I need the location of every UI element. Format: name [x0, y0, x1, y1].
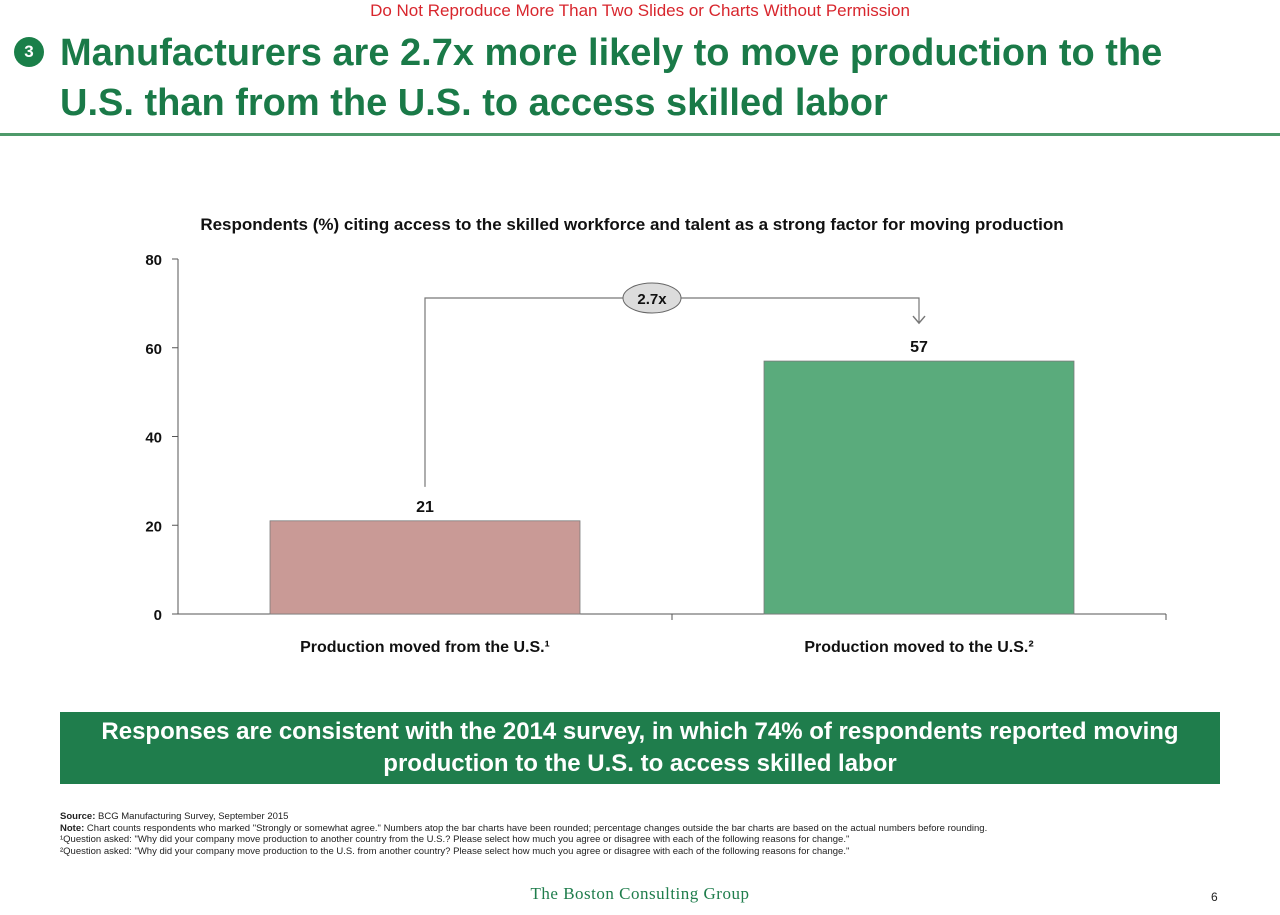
bar — [763, 360, 1075, 615]
x-category-label: Production moved from the U.S.¹ — [300, 639, 550, 656]
source-text: BCG Manufacturing Survey, September 2015 — [98, 811, 289, 822]
company-logo-text: The Boston Consulting Group — [530, 884, 750, 903]
note-text: Chart counts respondents who marked "Str… — [86, 822, 988, 834]
y-tick-label: 40 — [145, 430, 162, 447]
y-tick-label: 20 — [145, 518, 162, 535]
footnote-2: ²Question asked: "Why did your company m… — [60, 845, 850, 857]
annotation-bubble — [622, 282, 682, 314]
slide-number-badge: 3 — [14, 37, 44, 67]
source-label: Source: — [60, 811, 96, 822]
bar-value-label: 21 — [416, 499, 434, 516]
y-tick-label: 60 — [145, 341, 162, 358]
y-tick-label: 80 — [145, 252, 162, 269]
x-category-label: Production moved to the U.S.² — [804, 639, 1033, 656]
footnotes: Source: BCG Manufacturing Survey, Septem… — [60, 811, 1200, 857]
slide-title: Manufacturers are 2.7x more likely to mo… — [60, 32, 1163, 124]
note-label: Note: — [60, 822, 85, 834]
callout-text: Responses are consistent with the 2014 s… — [101, 718, 1179, 777]
permission-notice: Do Not Reproduce More Than Two Slides or… — [370, 1, 910, 20]
source-note: Source: BCG Manufacturing Survey, Septem… — [60, 811, 1200, 823]
footnote-1: ¹Question asked: "Why did your company m… — [60, 834, 850, 845]
bar-chart: Respondents (%) citing access to the ski… — [145, 215, 1167, 656]
annotation-arrowhead — [912, 315, 926, 325]
page-number: 6 — [1211, 890, 1218, 904]
bar — [269, 520, 581, 615]
callout-box: Responses are consistent with the 2014 s… — [60, 712, 1220, 784]
y-tick-label: 0 — [154, 607, 162, 624]
chart-title: Respondents (%) citing access to the ski… — [200, 215, 1063, 234]
bar-value-label: 57 — [910, 339, 928, 356]
chart-note: Note: Chart counts respondents who marke… — [60, 823, 1200, 835]
title-divider — [0, 133, 1280, 136]
annotation-label: 2.7x — [637, 291, 667, 308]
